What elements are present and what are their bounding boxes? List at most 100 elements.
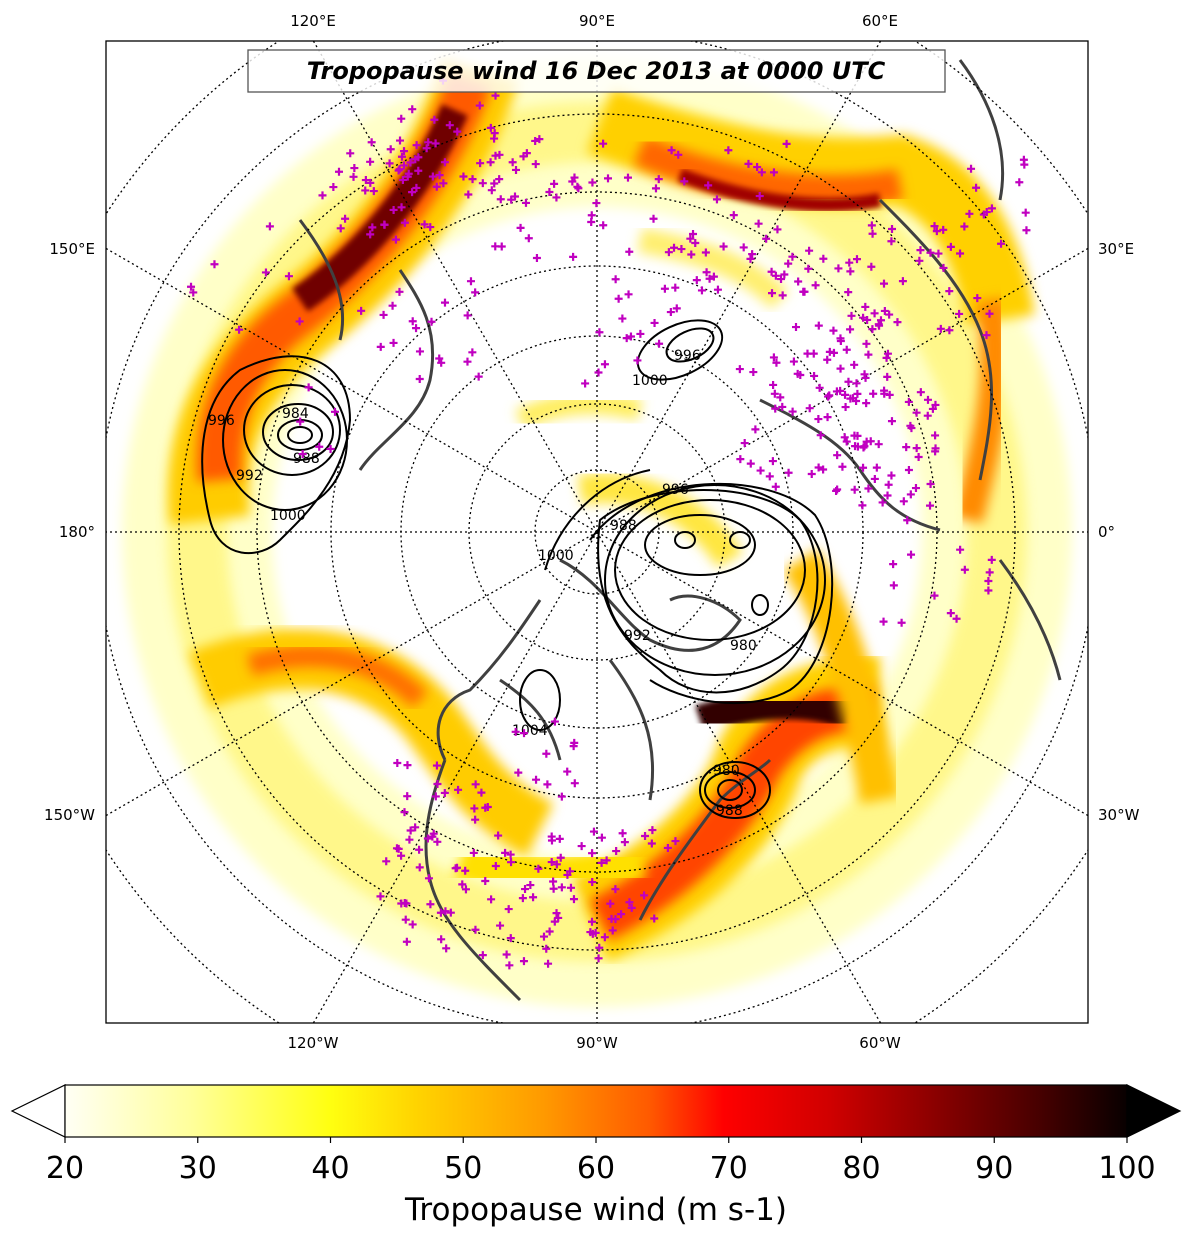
station-marker: [846, 267, 855, 276]
map-title: Tropopause wind 16 Dec 2013 at 0000 UTC: [307, 57, 886, 85]
station-marker: [367, 138, 376, 147]
station-marker: [406, 158, 415, 167]
station-marker: [712, 195, 721, 204]
station-marker: [777, 275, 786, 284]
station-marker: [627, 903, 636, 912]
station-marker: [1019, 155, 1028, 164]
station-marker: [904, 397, 913, 406]
contour-label: 988: [716, 803, 743, 819]
station-marker: [850, 431, 859, 440]
station-marker: [780, 270, 789, 279]
station-marker: [844, 288, 853, 297]
station-marker: [361, 176, 370, 185]
lon-label-left: 180°: [59, 523, 95, 541]
station-marker: [768, 457, 777, 466]
station-marker: [751, 425, 760, 434]
station-marker: [814, 321, 823, 330]
station-marker: [739, 243, 748, 252]
station-marker: [788, 252, 797, 261]
station-marker: [594, 954, 603, 963]
station-marker: [403, 761, 412, 770]
station-marker: [664, 248, 673, 257]
station-marker: [366, 230, 375, 239]
station-marker: [769, 380, 778, 389]
station-marker: [461, 885, 470, 894]
station-marker: [883, 491, 892, 500]
station-marker: [382, 857, 391, 866]
station-marker: [189, 288, 198, 297]
station-marker: [612, 847, 621, 856]
station-marker: [187, 282, 196, 291]
station-marker: [547, 858, 556, 867]
station-marker: [1021, 208, 1030, 217]
station-marker: [604, 174, 613, 183]
station-marker: [784, 468, 793, 477]
station-marker: [754, 219, 763, 228]
station-marker: [539, 932, 548, 941]
station-marker: [960, 565, 969, 574]
lon-label-right: 30°W: [1098, 806, 1140, 824]
station-marker: [524, 234, 533, 243]
station-marker: [906, 490, 915, 499]
station-marker: [471, 925, 480, 934]
station-marker: [295, 317, 304, 326]
station-marker: [403, 172, 412, 181]
station-marker: [771, 404, 780, 413]
station-marker: [346, 149, 355, 158]
station-marker: [850, 485, 859, 494]
station-marker: [625, 898, 634, 907]
station-marker: [709, 272, 718, 281]
station-marker: [850, 360, 859, 369]
station-marker: [870, 474, 879, 483]
station-marker: [765, 472, 774, 481]
station-marker: [357, 306, 366, 315]
station-marker: [518, 894, 527, 903]
station-marker: [510, 192, 519, 201]
station-marker: [984, 576, 993, 585]
station-marker: [521, 198, 530, 207]
colorbar: 20 30 40 50 60 70 80 90 100 Tropopause wind (m s…: [10, 1084, 1182, 1228]
station-marker: [446, 908, 455, 917]
station-marker: [757, 168, 766, 177]
station-marker: [902, 443, 911, 452]
station-marker: [412, 324, 421, 333]
station-marker: [428, 832, 437, 841]
station-marker: [883, 372, 892, 381]
title-box: Tropopause wind 16 Dec 2013 at 0000 UTC: [247, 49, 946, 93]
station-marker: [386, 145, 395, 154]
station-marker: [393, 758, 402, 767]
lon-label-bottom: 90°W: [576, 1034, 618, 1052]
station-marker: [769, 168, 778, 177]
station-marker: [651, 184, 660, 193]
station-marker: [772, 358, 781, 367]
station-marker: [570, 779, 579, 788]
station-marker: [284, 272, 293, 281]
station-marker: [414, 153, 423, 162]
station-marker: [649, 214, 658, 223]
contour-label: 980: [730, 638, 757, 654]
station-marker: [483, 802, 492, 811]
station-marker: [868, 229, 877, 238]
station-marker: [496, 195, 505, 204]
station-marker: [887, 471, 896, 480]
station-marker: [686, 234, 695, 243]
station-marker: [512, 165, 521, 174]
station-marker: [318, 191, 327, 200]
station-marker: [984, 586, 993, 595]
station-marker: [412, 141, 421, 150]
station-marker: [581, 379, 590, 388]
station-marker: [898, 277, 907, 286]
station-marker: [495, 150, 504, 159]
contour-label: 1004: [512, 723, 548, 739]
station-marker: [468, 348, 477, 357]
station-marker: [862, 399, 871, 408]
station-marker: [903, 516, 912, 525]
station-marker: [987, 204, 996, 213]
station-marker: [799, 287, 808, 296]
station-marker: [849, 394, 858, 403]
station-marker: [532, 775, 541, 784]
station-marker: [623, 173, 632, 182]
station-marker: [521, 885, 530, 894]
station-marker: [408, 188, 417, 197]
station-marker: [724, 146, 733, 155]
